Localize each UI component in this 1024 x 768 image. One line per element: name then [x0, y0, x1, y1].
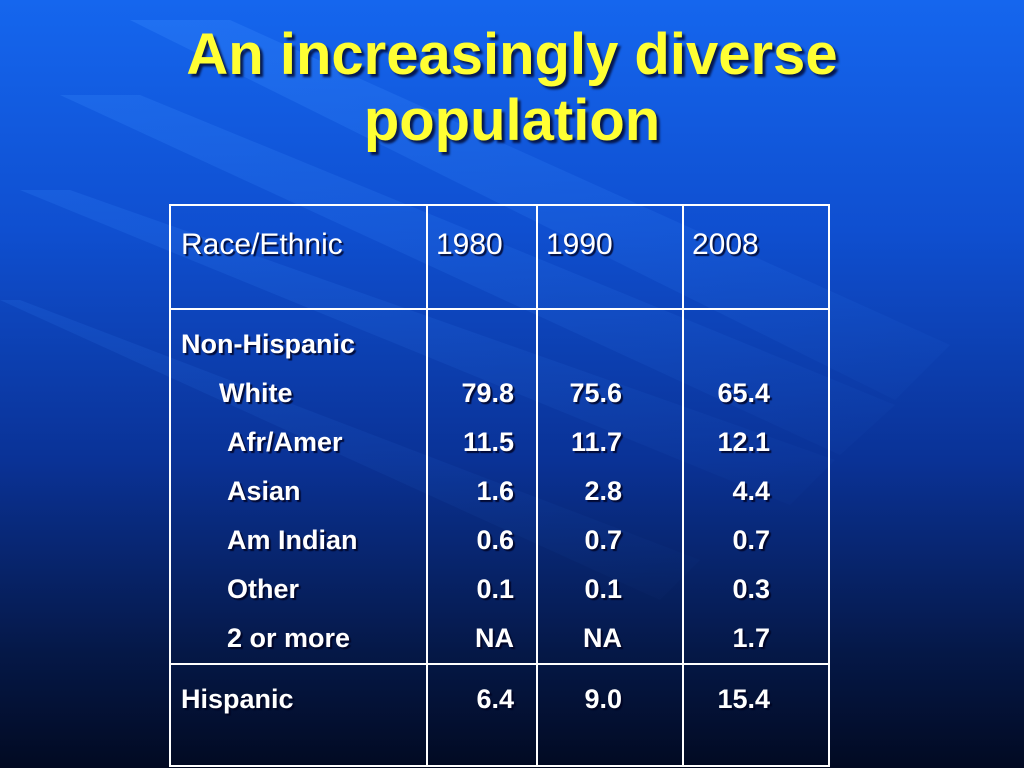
value-am-indian-2008: 0.7	[732, 525, 770, 555]
hispanic-1990-cell: 9.0	[536, 663, 684, 767]
value-asian-1990: 2.8	[584, 476, 622, 506]
value-am-indian-1990: 0.7	[584, 525, 622, 555]
header-cell-1990: 1990	[536, 204, 684, 310]
non-hispanic-2008-cell: 65.4 12.1 4.4 0.7 0.3 1.7	[682, 308, 830, 665]
population-table: Race/Ethnic 1980 1990 2008 Non-Hispanic …	[169, 204, 830, 767]
non-hispanic-1980-cell: 79.8 11.5 1.6 0.6 0.1 NA	[426, 308, 538, 665]
header-cell-1980: 1980	[426, 204, 538, 310]
value-afr-amer-2008: 12.1	[717, 427, 770, 457]
value-other-1980: 0.1	[476, 574, 514, 604]
hispanic-2008-cell: 15.4	[682, 663, 830, 767]
non-hispanic-labels-cell: Non-Hispanic White Afr/Amer Asian Am Ind…	[169, 308, 428, 665]
value-two-or-more-2008: 1.7	[732, 623, 770, 653]
table-row-hispanic: Hispanic 6.4 9.0 15.4	[169, 663, 830, 767]
non-hispanic-1990-cell: 75.6 11.7 2.8 0.7 0.1 NA	[536, 308, 684, 665]
header-cell-2008: 2008	[682, 204, 830, 310]
value-other-2008: 0.3	[732, 574, 770, 604]
header-2008: 2008	[692, 228, 759, 261]
value-white-2008: 65.4	[717, 378, 770, 408]
row-label-hispanic: Hispanic	[181, 684, 294, 714]
value-hispanic-1980: 6.4	[476, 684, 514, 714]
value-two-or-more-1980: NA	[475, 623, 514, 653]
hispanic-label-cell: Hispanic	[169, 663, 428, 767]
slide-title-line-2: population	[363, 88, 661, 153]
value-hispanic-1990: 9.0	[584, 684, 622, 714]
slide-title: An increasingly diverse population	[0, 22, 1024, 154]
value-hispanic-2008: 15.4	[717, 684, 770, 714]
header-category: Race/Ethnic	[181, 228, 343, 261]
row-label-am-indian: Am Indian	[227, 525, 358, 555]
value-other-1990: 0.1	[584, 574, 622, 604]
hispanic-1980-cell: 6.4	[426, 663, 538, 767]
row-label-white: White	[219, 378, 293, 408]
value-afr-amer-1980: 11.5	[462, 427, 514, 457]
header-cell-category: Race/Ethnic	[169, 204, 428, 310]
group-label-non-hispanic: Non-Hispanic	[181, 329, 356, 359]
value-afr-amer-1990: 11.7	[570, 427, 622, 457]
table-header-row: Race/Ethnic 1980 1990 2008	[169, 204, 830, 310]
row-label-other: Other	[227, 574, 300, 604]
value-white-1990: 75.6	[569, 378, 622, 408]
slide-title-line-1: An increasingly diverse	[186, 22, 838, 87]
value-two-or-more-1990: NA	[583, 623, 622, 653]
table-row-non-hispanic: Non-Hispanic White Afr/Amer Asian Am Ind…	[169, 308, 830, 665]
value-asian-1980: 1.6	[476, 476, 514, 506]
header-1990: 1990	[546, 228, 613, 261]
value-asian-2008: 4.4	[732, 476, 770, 506]
header-1980: 1980	[436, 228, 503, 261]
value-white-1980: 79.8	[461, 378, 514, 408]
row-label-two-or-more: 2 or more	[227, 623, 351, 653]
row-label-afr-amer: Afr/Amer	[227, 427, 343, 457]
value-am-indian-1980: 0.6	[476, 525, 514, 555]
row-label-asian: Asian	[227, 476, 301, 506]
